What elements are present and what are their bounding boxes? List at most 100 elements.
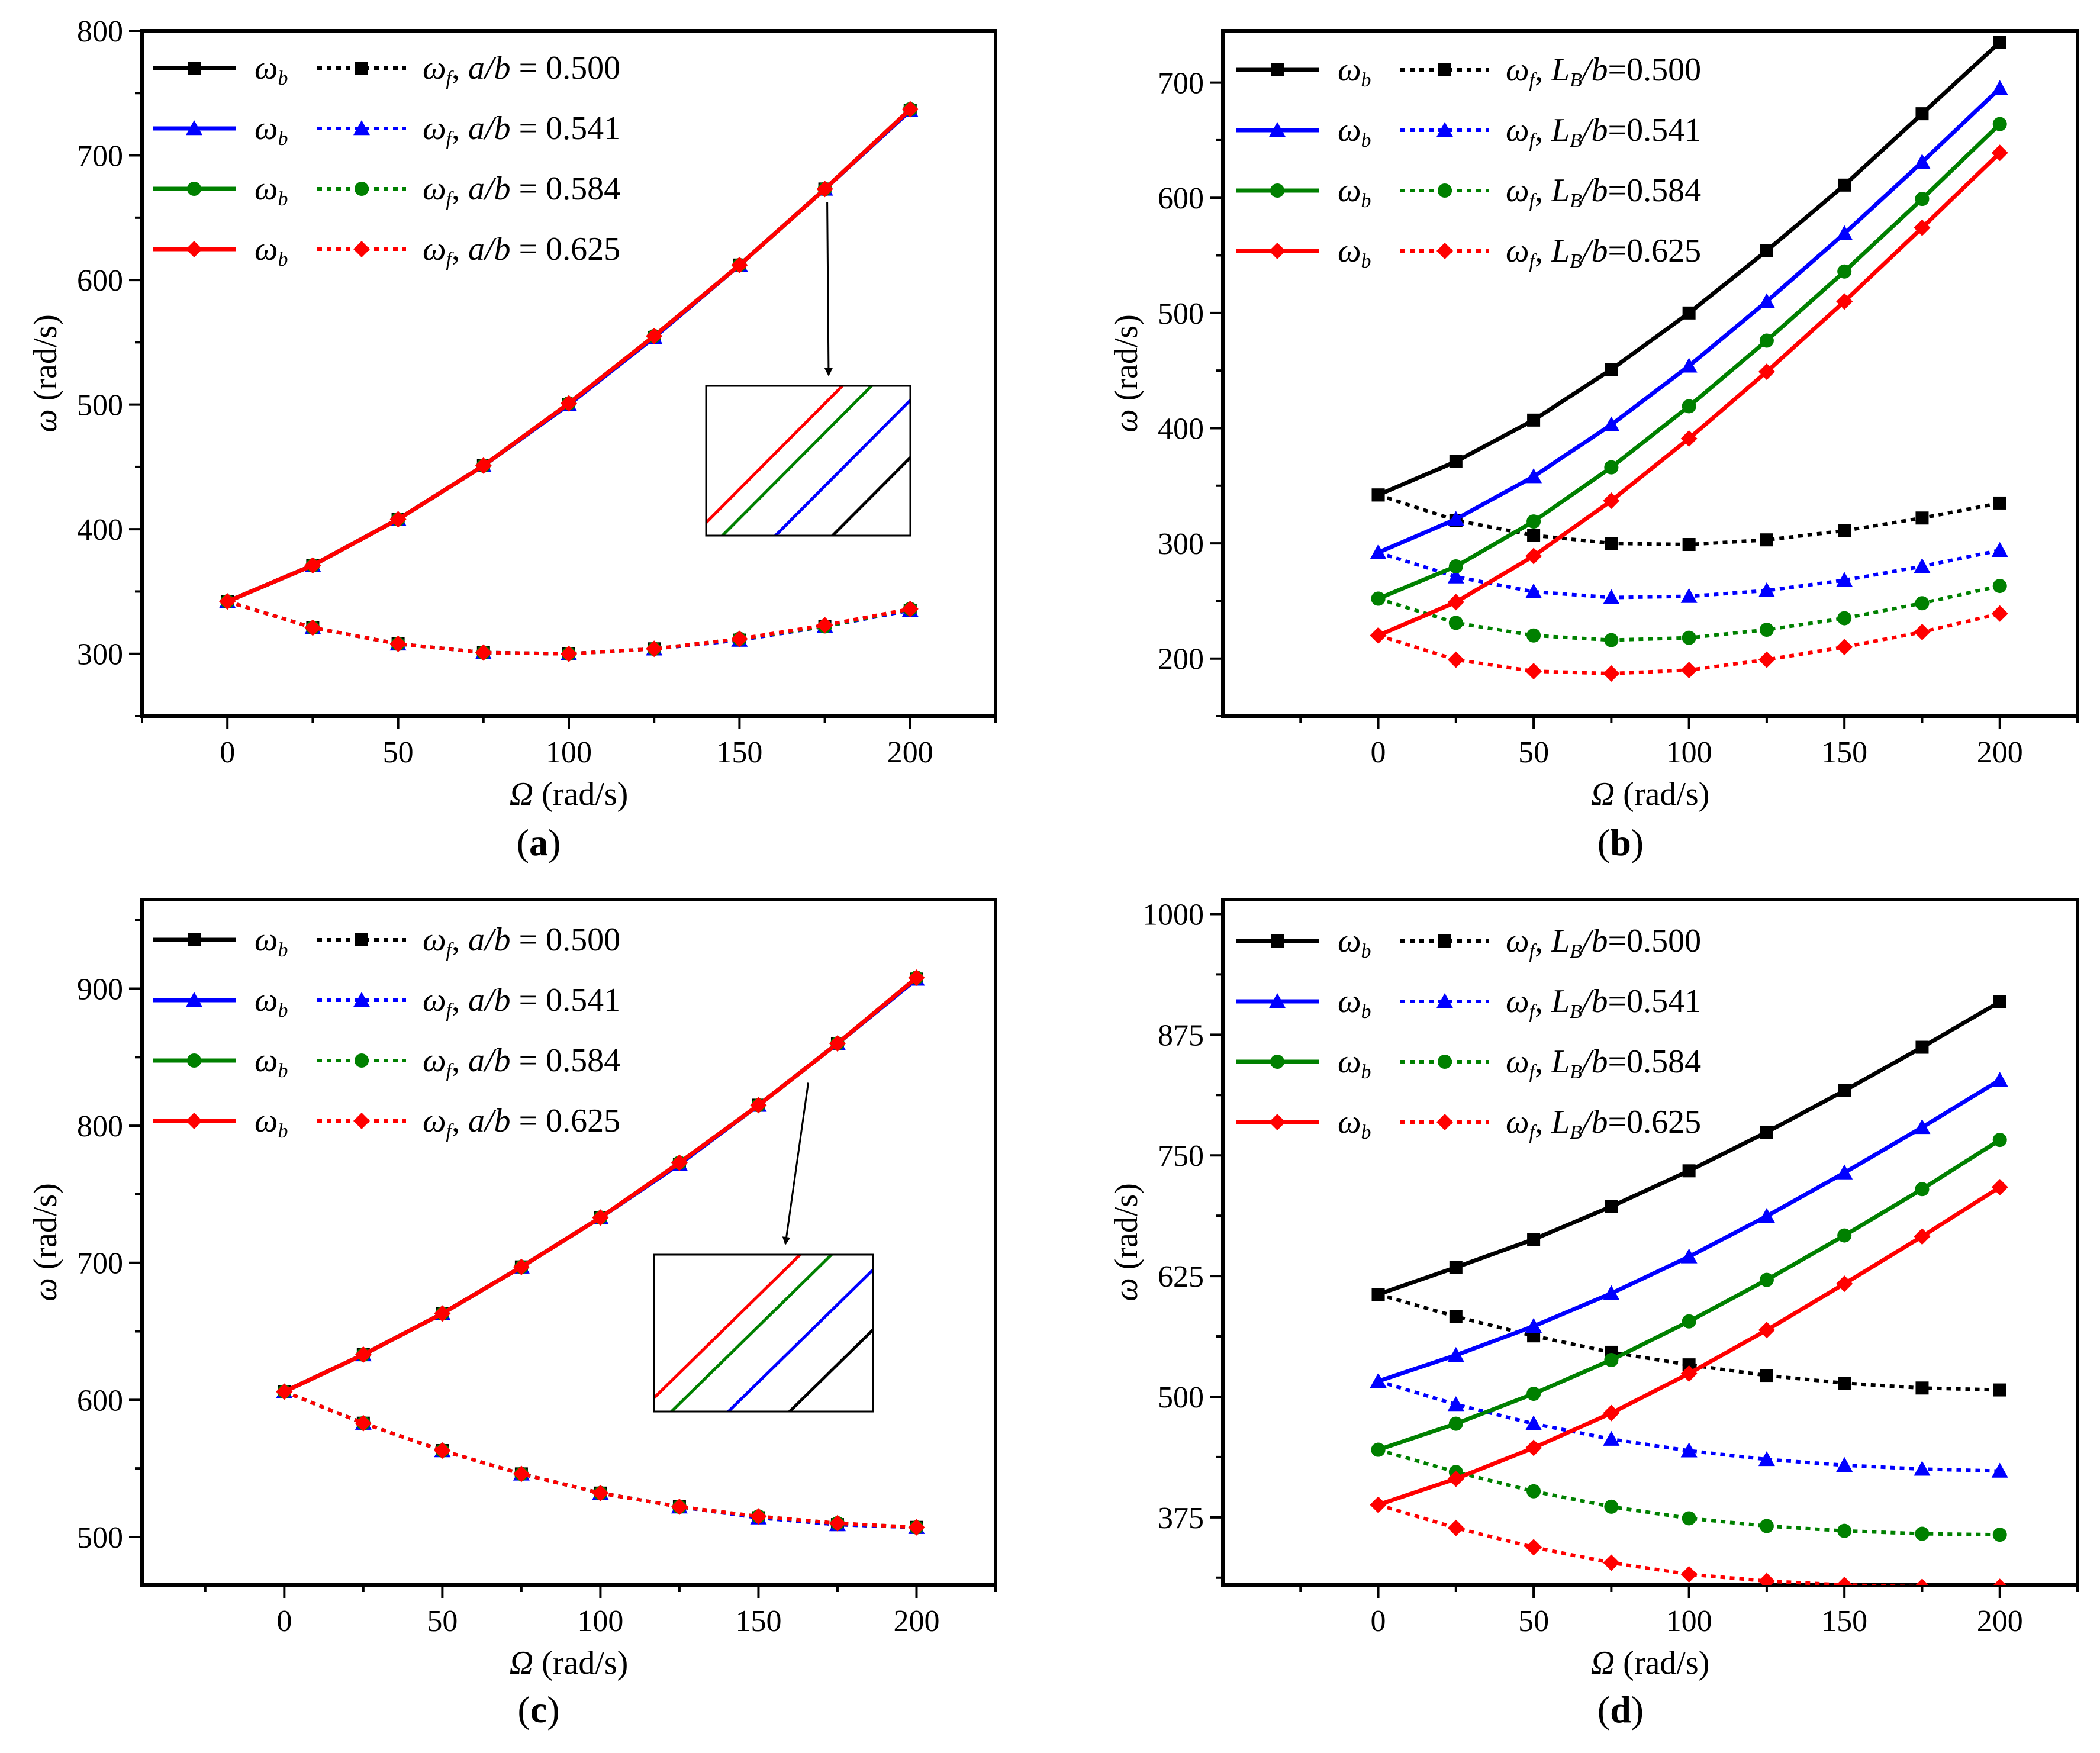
data-point xyxy=(1993,496,2006,510)
legend-marker xyxy=(188,62,201,75)
data-point xyxy=(1604,1499,1619,1514)
data-point xyxy=(219,593,236,610)
data-point xyxy=(1758,363,1775,381)
data-point xyxy=(731,630,748,647)
legend-marker xyxy=(355,933,368,946)
data-point xyxy=(1370,1496,1387,1513)
legend-marker xyxy=(1438,183,1452,198)
data-point xyxy=(1914,558,1931,573)
legend-entry: ωb ωf, a/b = 0.500 xyxy=(153,921,620,961)
legend-label-b: ωb xyxy=(255,1042,288,1082)
data-point xyxy=(1758,1322,1775,1339)
inset-background xyxy=(654,1255,873,1412)
data-point xyxy=(1526,1484,1541,1499)
y-tick-label: 600 xyxy=(77,1384,123,1417)
data-point xyxy=(1371,1288,1385,1301)
data-point xyxy=(1525,1415,1542,1430)
legend-marker xyxy=(353,1113,370,1129)
data-point xyxy=(1991,144,2008,162)
data-point xyxy=(1915,1182,1930,1197)
data-point xyxy=(908,969,925,987)
zoom-inset xyxy=(705,202,911,537)
x-tick-label: 200 xyxy=(887,736,933,769)
data-point xyxy=(1914,219,1931,236)
x-tick-label: 200 xyxy=(893,1604,939,1638)
legend-label-f: ωf, a/b = 0.541 xyxy=(423,982,620,1021)
data-point xyxy=(1991,542,2008,557)
data-point xyxy=(1993,1383,2006,1397)
data-point xyxy=(1836,1164,1853,1180)
data-point xyxy=(1758,293,1775,308)
data-point xyxy=(389,635,407,652)
y-tick-label: 500 xyxy=(77,389,123,423)
y-tick-label: 200 xyxy=(1158,643,1204,676)
series-line xyxy=(227,600,911,656)
data-point xyxy=(829,1035,846,1052)
x-tick-label: 50 xyxy=(1518,1604,1549,1638)
data-point xyxy=(1447,511,1464,526)
data-point xyxy=(1992,1133,2007,1148)
data-point xyxy=(1838,524,1851,537)
y-tick-label: 625 xyxy=(1158,1260,1204,1294)
legend-entry: ωb ωf, a/b = 0.625 xyxy=(153,231,620,270)
series-line xyxy=(1377,1503,1916,1585)
legend-entry: ωb ωf, LB/b=0.500 xyxy=(1236,923,1701,962)
data-point xyxy=(1680,1566,1698,1583)
data-point xyxy=(1759,1272,1774,1287)
data-point xyxy=(1680,1442,1698,1458)
data-point xyxy=(1837,1523,1852,1538)
legend-marker xyxy=(1436,993,1453,1008)
data-point xyxy=(389,511,407,528)
data-point xyxy=(1605,363,1618,376)
legend-marker xyxy=(1436,122,1453,137)
data-point xyxy=(1526,628,1541,643)
inset-frame xyxy=(705,385,911,537)
legend-marker xyxy=(1438,63,1451,76)
data-point xyxy=(1525,583,1542,599)
panel-c: 0 50 100 150 200 500 600 700 800 900 Ω (rad/s) ω (r… xyxy=(27,898,997,1731)
data-point xyxy=(1837,611,1852,626)
data-point xyxy=(1760,1369,1773,1383)
x-tick-label: 150 xyxy=(1821,1604,1867,1638)
inset-curve xyxy=(830,455,910,536)
legend-label-b: ωb xyxy=(255,231,288,270)
plot-frame xyxy=(1221,898,2079,1587)
data-point xyxy=(1448,616,1463,630)
data-point xyxy=(1371,591,1386,606)
data-point xyxy=(1759,1519,1774,1533)
series-line xyxy=(1377,1379,2000,1473)
data-point xyxy=(1680,1365,1698,1382)
legend-marker xyxy=(188,933,201,946)
y-tick-label: 300 xyxy=(77,638,123,672)
data-point xyxy=(1838,1084,1851,1097)
inset-curve xyxy=(787,1327,873,1412)
legend-marker xyxy=(353,241,370,257)
y-tick-label: 400 xyxy=(1158,412,1204,446)
data-point xyxy=(1915,107,1929,121)
data-point xyxy=(1915,1381,1929,1395)
data-point xyxy=(1525,1439,1542,1456)
data-point xyxy=(1915,1578,1929,1585)
x-tick-label: 0 xyxy=(1371,736,1386,769)
data-point xyxy=(1914,1228,1931,1245)
inset-curve xyxy=(706,386,845,525)
data-point xyxy=(304,619,321,636)
series-line xyxy=(1377,1138,2001,1452)
data-point xyxy=(1449,455,1463,468)
data-point xyxy=(1680,430,1698,447)
data-point xyxy=(1447,594,1464,611)
data-point xyxy=(355,1414,372,1432)
data-point xyxy=(1682,1314,1696,1329)
data-point xyxy=(1682,538,1696,552)
data-point xyxy=(1682,1511,1696,1526)
data-point xyxy=(1682,306,1696,320)
x-tick-label: 0 xyxy=(276,1604,292,1638)
legend-label-b: ωb xyxy=(255,50,288,89)
data-point xyxy=(1447,1346,1464,1362)
data-point xyxy=(1915,1526,1930,1541)
y-tick-label: 800 xyxy=(77,1110,123,1143)
y-tick-label: 500 xyxy=(77,1521,123,1555)
x-tick-label: 0 xyxy=(1371,1604,1386,1638)
